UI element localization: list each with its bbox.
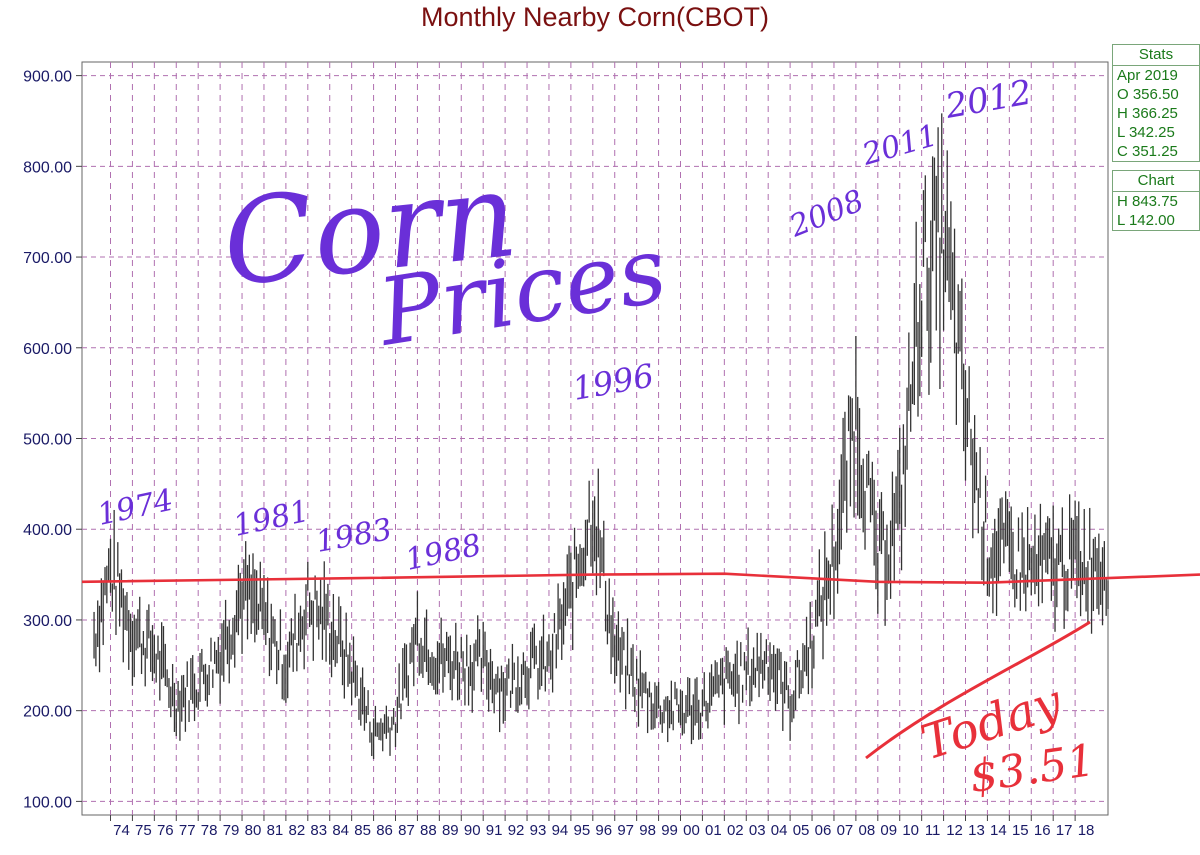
x-tick-label: 90 <box>464 822 481 839</box>
x-tick-label: 16 <box>1034 822 1051 839</box>
x-tick-label: 18 <box>1078 822 1095 839</box>
x-axis: 74 75 76 77 78 79 80 81 82 83 84 85 86 87 88 89 90 91 92 93… <box>113 822 1094 839</box>
x-tick-label: 86 <box>376 822 393 839</box>
annotation-1988: 1988 <box>402 528 484 578</box>
y-tick-label: 600.00 <box>23 341 72 358</box>
x-tick-label: 78 <box>201 822 218 839</box>
x-tick-label: 85 <box>354 822 371 839</box>
annotation-corn: Corn <box>217 145 524 313</box>
x-tick-label: 84 <box>332 822 349 839</box>
x-tick-label: 12 <box>946 822 963 839</box>
annotation-1983: 1983 <box>313 512 394 560</box>
annotation-2012: 2012 <box>942 72 1035 127</box>
x-tick-label: 91 <box>486 822 503 839</box>
x-tick-label: 02 <box>727 822 744 839</box>
chart-high: H 843.75 <box>1117 193 1178 210</box>
annotation-1981: 1981 <box>230 494 312 544</box>
x-tick-label: 95 <box>574 822 591 839</box>
x-tick-label: 97 <box>617 822 634 839</box>
stats-high: H 366.25 <box>1117 105 1178 122</box>
x-tick-label: 98 <box>639 822 656 839</box>
x-tick-label: 04 <box>771 822 788 839</box>
price-bars <box>93 113 1109 760</box>
x-tick-label: 09 <box>880 822 897 839</box>
x-tick-label: 81 <box>267 822 284 839</box>
y-tick-label: 100.00 <box>23 794 72 811</box>
handwritten-annotations: Corn Prices 1974 1981 1983 1988 1996 200… <box>94 72 1098 802</box>
x-tick-label: 77 <box>179 822 196 839</box>
y-tick-label: 800.00 <box>23 159 72 176</box>
y-tick-label: 200.00 <box>23 704 72 721</box>
y-tick-label: 400.00 <box>23 522 72 539</box>
y-tick-label: 300.00 <box>23 613 72 630</box>
x-tick-label: 07 <box>837 822 854 839</box>
red-trend-path <box>81 572 1200 585</box>
x-tick-label: 03 <box>749 822 766 839</box>
x-tick-label: 96 <box>595 822 612 839</box>
x-tick-label: 05 <box>793 822 810 839</box>
stats-open: O 356.50 <box>1117 86 1179 103</box>
x-tick-label: 80 <box>245 822 262 839</box>
x-tick-label: 74 <box>113 822 130 839</box>
x-tick-label: 08 <box>859 822 876 839</box>
chart-panel-header: Chart <box>1113 171 1199 192</box>
x-tick-label: 00 <box>683 822 700 839</box>
x-tick-label: 14 <box>990 822 1007 839</box>
y-tick-label: 900.00 <box>23 69 72 86</box>
stats-close: C 351.25 <box>1117 143 1178 160</box>
y-tick-label: 500.00 <box>23 432 72 449</box>
x-tick-label: 99 <box>661 822 678 839</box>
y-axis: 100.00 200.00 300.00 400.00 500.00 600.00 700.… <box>23 69 72 812</box>
x-tick-label: 82 <box>289 822 306 839</box>
x-tick-label: 01 <box>705 822 722 839</box>
chart-range-panel: Chart H 843.75 L 142.00 <box>1112 170 1200 231</box>
x-tick-label: 83 <box>310 822 327 839</box>
x-tick-label: 88 <box>420 822 437 839</box>
x-tick-label: 89 <box>442 822 459 839</box>
x-tick-label: 79 <box>223 822 240 839</box>
chart-title: Monthly Nearby Corn(CBOT) <box>420 2 770 32</box>
annotation-2008: 2008 <box>784 183 869 244</box>
stats-header: Stats <box>1113 45 1199 66</box>
chart-low: L 142.00 <box>1117 212 1175 229</box>
x-tick-label: 11 <box>925 822 941 839</box>
x-tick-label: 06 <box>815 822 832 839</box>
annotation-1974: 1974 <box>94 483 176 533</box>
x-tick-label: 94 <box>552 822 569 839</box>
stats-low: L 342.25 <box>1117 124 1175 141</box>
x-tick-label: 76 <box>157 822 174 839</box>
stats-period: Apr 2019 <box>1117 67 1178 84</box>
x-tick-label: 92 <box>508 822 525 839</box>
stats-panel: Stats Apr 2019 O 356.50 H 366.25 L 342.2… <box>1112 44 1200 162</box>
today-arrow-stroke <box>865 620 1091 760</box>
y-tick-label: 700.00 <box>23 250 72 267</box>
x-tick-label: 93 <box>530 822 547 839</box>
x-tick-label: 75 <box>135 822 152 839</box>
x-tick-label: 13 <box>968 822 985 839</box>
red-trend-line <box>81 572 1200 585</box>
x-tick-label: 10 <box>902 822 919 839</box>
annotation-1996: 1996 <box>570 356 657 408</box>
x-tick-label: 87 <box>398 822 415 839</box>
x-tick-label: 15 <box>1012 822 1029 839</box>
x-tick-label: 17 <box>1056 822 1073 839</box>
